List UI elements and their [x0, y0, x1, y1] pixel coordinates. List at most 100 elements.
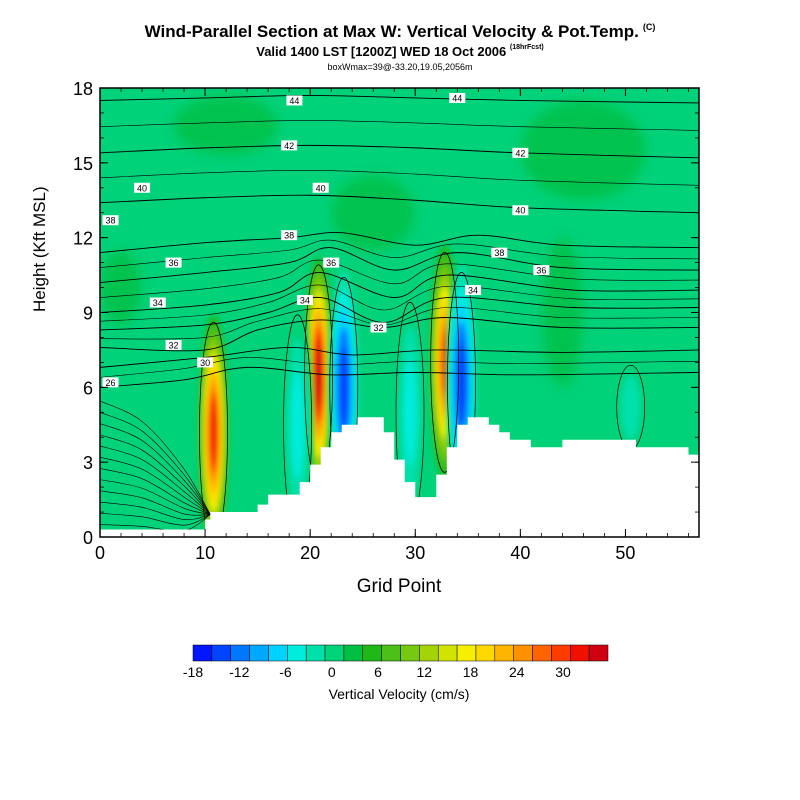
svg-text:40: 40	[515, 206, 525, 216]
contour-label-2: 32	[165, 339, 182, 350]
colorbar-tick-label: -12	[229, 664, 249, 680]
theta-contour-mid	[100, 239, 699, 268]
theta-contour-44	[100, 95, 699, 104]
colorbar-swatch	[513, 644, 533, 662]
valid-time-text: Valid 1400 LST [1200Z] WED 18 Oct 2006	[256, 44, 507, 59]
contour-label-1: 30	[197, 357, 214, 368]
contour-label-7: 36	[165, 257, 182, 268]
forecast-hour: (18hrFcst)	[509, 44, 544, 51]
theta-contour-mid	[100, 357, 699, 378]
field-patch	[331, 175, 416, 251]
colorbar-swatch	[211, 644, 231, 662]
colorbar-swatch	[287, 644, 307, 662]
svg-text:30: 30	[200, 358, 210, 368]
field-patch	[352, 100, 479, 176]
colorbar-swatch	[362, 644, 382, 662]
svg-text:40: 40	[316, 183, 326, 193]
colorbar-swatch	[381, 644, 401, 662]
colorbar-swatch	[249, 644, 269, 662]
low-contour	[100, 468, 211, 515]
theta-contours	[100, 95, 699, 537]
y-tick-label: 18	[73, 79, 93, 99]
y-tick-label: 9	[83, 304, 93, 324]
colorbar-swatch	[268, 644, 288, 662]
field-patch	[467, 274, 531, 400]
theta-contour-mid	[100, 284, 699, 322]
colorbar-swatch	[551, 644, 571, 662]
x-tick-label: 50	[615, 543, 635, 563]
colorbar-tick-label: -6	[279, 664, 292, 680]
w-contour	[430, 252, 460, 473]
svg-text:40: 40	[137, 183, 147, 193]
field-patch	[173, 95, 279, 156]
colorbar-tick-label: -18	[183, 664, 203, 680]
svg-text:32: 32	[373, 323, 383, 333]
axes: 0 10 20 30 40 50 0 36 9 12 15 18	[73, 79, 699, 563]
low-contour	[100, 490, 211, 516]
theta-contour-32	[100, 296, 699, 331]
low-contour	[100, 423, 211, 515]
downdraft-core-5	[282, 307, 313, 537]
low-contour	[100, 445, 211, 515]
chart-title: Wind-Parallel Section at Max W: Vertical…	[0, 22, 800, 42]
colorbar-swatch	[400, 644, 420, 662]
contour-label-12: 38	[491, 247, 508, 258]
x-axis-title: Grid Point	[357, 576, 442, 597]
contour-label-16: 42	[281, 140, 298, 151]
w-contour	[199, 321, 228, 537]
colorbar-tick-label: 24	[509, 664, 525, 680]
colorbar-swatch	[475, 644, 496, 662]
svg-text:34: 34	[468, 286, 478, 296]
colorbar-swatch	[570, 644, 590, 662]
colorbar-tick-label: 30	[555, 664, 571, 680]
colorbar-swatch	[456, 644, 477, 662]
colorbar-swatch	[230, 644, 250, 662]
x-tick-label: 30	[405, 543, 425, 563]
svg-text:44: 44	[289, 96, 299, 106]
theta-contour-38	[100, 232, 699, 254]
theta-contour-40	[100, 194, 699, 214]
theta-contour-26	[100, 366, 699, 388]
small-downdraft	[620, 375, 641, 440]
terrain-mask	[100, 417, 699, 538]
y-tick-label: 12	[73, 229, 93, 249]
colorbar-tick-label: 12	[416, 664, 432, 680]
low-contour	[100, 400, 211, 515]
y-tick-label: 15	[73, 154, 93, 174]
low-contour	[100, 479, 211, 515]
colorbar-swatch	[305, 644, 326, 662]
contour-label-10: 38	[281, 230, 298, 241]
contour-label-19: 44	[449, 92, 466, 103]
field-patch	[541, 237, 584, 388]
svg-text:26: 26	[106, 378, 116, 388]
colorbar-swatch	[494, 644, 514, 662]
contour-label-17: 42	[512, 147, 529, 158]
contour-label-8: 36	[323, 257, 340, 268]
colorbar-label: Vertical Velocity (cm/s)	[329, 686, 470, 702]
x-tick-label: 0	[95, 543, 105, 563]
updraft-core-0	[198, 315, 229, 537]
x-tick-label: 20	[300, 543, 320, 563]
theta-contour-mid	[100, 120, 699, 131]
field-patch	[100, 112, 174, 213]
low-contour	[100, 456, 211, 515]
field-patch	[100, 250, 143, 326]
valid-time: Valid 1400 LST [1200Z] WED 18 Oct 2006 (…	[0, 44, 800, 59]
contour-label-11: 36	[533, 265, 550, 276]
y-tick-label: 0	[83, 528, 93, 548]
field-patch	[226, 287, 269, 388]
x-tick-label: 40	[510, 543, 530, 563]
low-contour	[100, 501, 211, 521]
low-contour	[100, 513, 211, 526]
colorbar-swatch	[192, 644, 213, 662]
contour-label-5: 32	[370, 322, 387, 333]
svg-text:42: 42	[284, 141, 294, 151]
colorbar-swatch	[343, 644, 364, 662]
theta-contour-34	[100, 272, 699, 313]
box-info: boxWmax=39@-33.20,19.05,2056m	[327, 62, 473, 72]
colorbar-swatch	[419, 644, 439, 662]
x-tick-label: 10	[195, 543, 215, 563]
y-tick-label: 3	[83, 453, 93, 473]
svg-text:44: 44	[452, 93, 462, 103]
